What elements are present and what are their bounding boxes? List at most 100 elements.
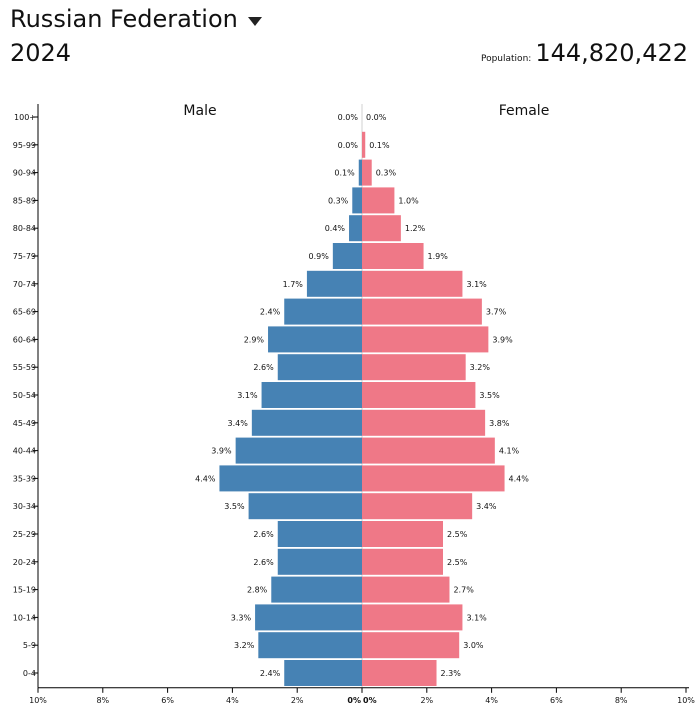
bar-male (358, 159, 362, 186)
bar-male (268, 326, 362, 353)
x-tick-label: 8% (615, 696, 628, 705)
y-tick-label: 80-84 (13, 224, 36, 233)
y-tick-label: 75-79 (13, 252, 36, 261)
x-tick-label: 8% (96, 696, 109, 705)
x-tick-label: 2% (420, 696, 433, 705)
bar-female (362, 187, 395, 214)
y-tick-label: 85-89 (13, 196, 36, 205)
bar-male (255, 604, 362, 631)
x-tick-label: 10% (677, 696, 695, 705)
bar-female (362, 437, 495, 464)
bar-female (362, 604, 463, 631)
data-label-male: 3.5% (224, 502, 245, 511)
y-tick-label: 0-4 (23, 669, 36, 678)
bar-male (235, 437, 362, 464)
population-pyramid-chart: Male Female 100+ 0.0% 0.0% 95-99 0.0% 0.1% 90-94… (13, 103, 696, 705)
y-tick-label: 95-99 (13, 141, 36, 150)
caret-down-icon[interactable] (247, 16, 262, 26)
series-label-female: Female (499, 103, 550, 119)
data-label-female: 4.1% (499, 447, 520, 456)
data-label-female: 1.2% (405, 224, 426, 233)
data-label-female: 4.4% (509, 474, 530, 483)
y-tick-label: 100+ (14, 113, 36, 122)
data-label-male: 0.1% (334, 169, 355, 178)
y-tick-label: 70-74 (13, 280, 36, 289)
data-label-male: 2.9% (244, 335, 265, 344)
data-label-female: 2.5% (447, 558, 468, 567)
bar-female (362, 243, 424, 269)
x-tick-label: 4% (485, 696, 498, 705)
data-label-male: 2.4% (260, 308, 281, 317)
data-label-male: 2.4% (260, 669, 281, 678)
x-tick-label: 10% (29, 696, 47, 705)
bar-female (362, 215, 401, 242)
y-tick-label: 20-24 (13, 558, 36, 567)
bar-female (362, 521, 443, 547)
bar-female (362, 660, 437, 686)
population-label: Population: (480, 54, 532, 64)
data-label-male: 3.4% (228, 419, 249, 428)
data-label-female: 3.1% (466, 613, 487, 622)
bar-male (332, 243, 362, 269)
data-label-male: 0.3% (328, 196, 349, 205)
bar-female (362, 576, 450, 603)
y-tick-label: 90-94 (13, 169, 36, 178)
bar-male (251, 409, 362, 436)
data-label-female: 3.5% (479, 391, 500, 400)
data-label-male: 0.0% (338, 113, 359, 122)
bar-male (284, 660, 362, 686)
data-label-female: 1.0% (398, 196, 419, 205)
bar-female (362, 382, 476, 408)
x-tick-label: 0% (347, 696, 361, 705)
header: Russian Federation 2024 Population: 144,… (0, 0, 700, 80)
data-label-female: 1.9% (428, 252, 449, 261)
data-label-male: 3.9% (211, 447, 232, 456)
bar-male (277, 548, 362, 575)
bar-female (362, 465, 505, 492)
country-selector[interactable]: Russian Federation (10, 2, 262, 36)
bar-female (362, 270, 463, 297)
country-name[interactable]: Russian Federation (10, 5, 238, 33)
y-tick-label: 30-34 (13, 502, 36, 511)
y-tick-label: 5-9 (23, 641, 36, 650)
data-label-male: 3.2% (234, 641, 255, 650)
data-label-male: 1.7% (283, 280, 304, 289)
data-label-male: 3.1% (237, 391, 258, 400)
bar-male (352, 187, 362, 214)
series-label-male: Male (183, 103, 216, 119)
bar-male (271, 576, 362, 603)
bar-female (362, 493, 473, 520)
bar-female (362, 409, 486, 436)
x-tick-label: 4% (226, 696, 239, 705)
data-label-female: 0.0% (366, 113, 387, 122)
data-label-female: 2.7% (453, 586, 474, 595)
bar-male (261, 382, 362, 408)
population-display: Population: 144,820,422 (481, 36, 688, 70)
y-tick-label: 45-49 (13, 419, 36, 428)
bar-male (248, 493, 362, 520)
x-tick-label: 2% (291, 696, 304, 705)
data-label-male: 4.4% (195, 474, 216, 483)
data-label-male: 2.6% (253, 363, 274, 372)
data-label-male: 2.6% (253, 558, 274, 567)
data-label-male: 2.6% (253, 530, 274, 539)
bar-male (306, 270, 362, 297)
x-tick-label: 0% (363, 696, 377, 705)
y-tick-label: 55-59 (13, 363, 36, 372)
data-label-male: 0.4% (325, 224, 346, 233)
bar-male (284, 298, 362, 325)
bar-male (277, 354, 362, 381)
bar-female (362, 632, 460, 659)
bar-male (349, 215, 362, 242)
data-label-male: 2.8% (247, 586, 268, 595)
bar-female (362, 548, 443, 575)
data-label-female: 3.9% (492, 335, 513, 344)
data-label-female: 3.2% (470, 363, 491, 372)
data-label-female: 3.7% (486, 308, 507, 317)
y-tick-label: 15-19 (13, 586, 36, 595)
bar-female (362, 354, 466, 381)
bar-male (219, 465, 362, 492)
bar-female (362, 298, 482, 325)
data-label-female: 0.3% (376, 169, 397, 178)
data-label-female: 2.5% (447, 530, 468, 539)
